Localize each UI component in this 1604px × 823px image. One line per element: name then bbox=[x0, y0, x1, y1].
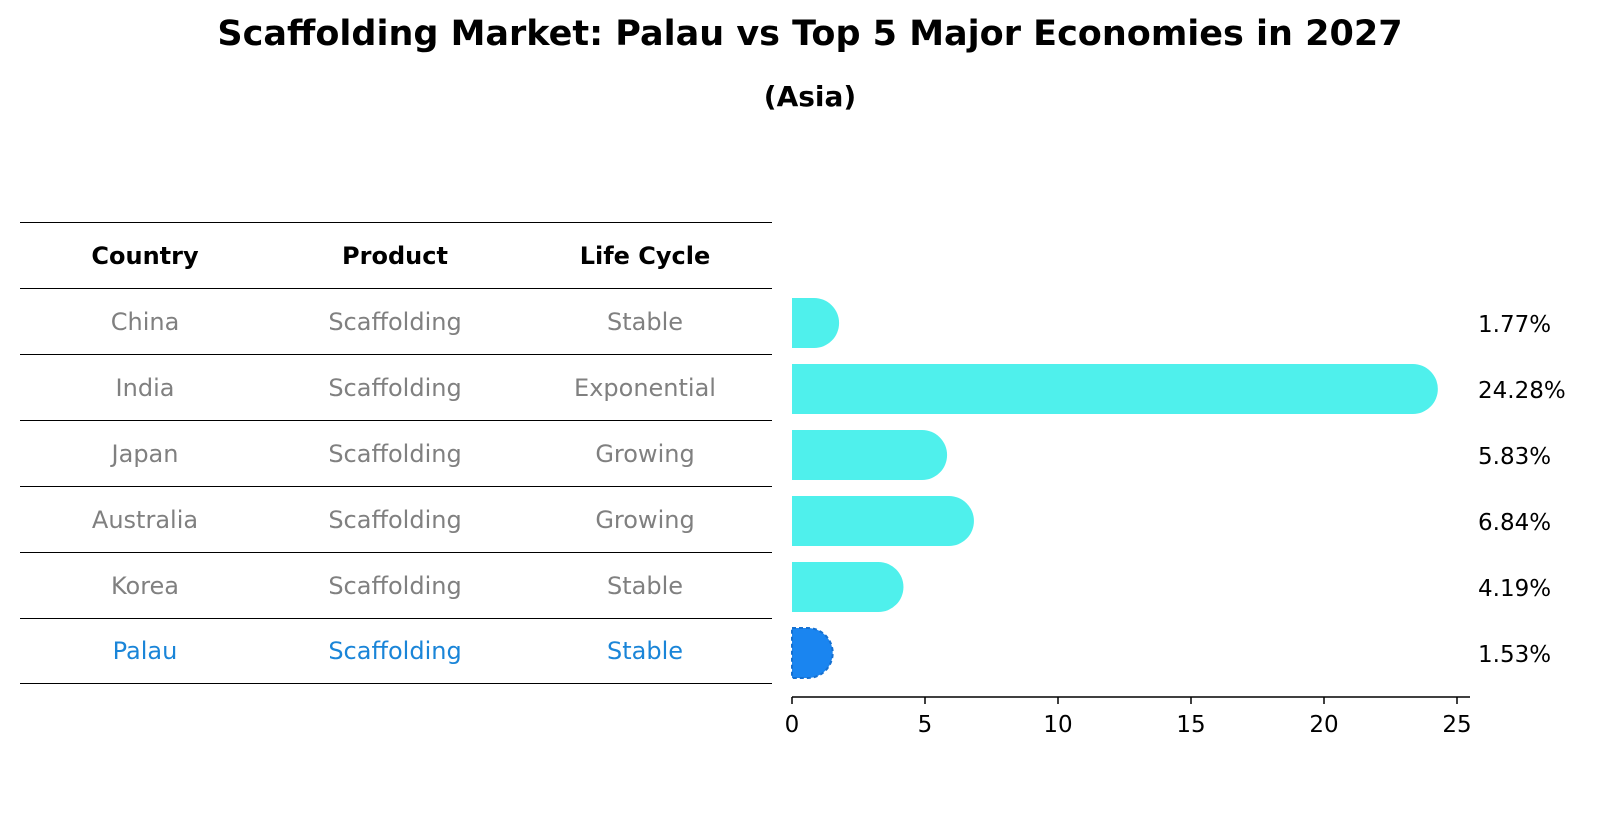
country-cell: Palau bbox=[112, 637, 178, 665]
column-header-life-cycle: Life Cycle bbox=[579, 241, 711, 270]
country-cell: Korea bbox=[110, 571, 180, 600]
chart-title: Scaffolding Market: Palau vs Top 5 Major… bbox=[217, 14, 1403, 54]
product-cell: Scaffolding bbox=[328, 439, 462, 468]
bar-palau bbox=[792, 628, 833, 678]
country-table: Country Product Life Cycle China Scaffol… bbox=[20, 222, 772, 684]
value-label-korea: 4.19% bbox=[1478, 576, 1551, 602]
table-row: India Scaffolding Exponential bbox=[20, 354, 772, 420]
country-cell: Australia bbox=[91, 505, 199, 534]
value-label-palau: 1.53% bbox=[1478, 642, 1551, 668]
life-cycle-cell: Growing bbox=[595, 505, 695, 534]
table-row: Australia Scaffolding Growing bbox=[20, 486, 772, 552]
x-tick-label-5: 5 bbox=[918, 712, 933, 738]
country-cell: China bbox=[110, 307, 180, 336]
product-cell: Scaffolding bbox=[328, 373, 462, 402]
value-label-japan: 5.83% bbox=[1478, 444, 1551, 470]
x-tick-label-20: 20 bbox=[1309, 712, 1338, 738]
column-header-country: Country bbox=[91, 241, 199, 270]
product-cell: Scaffolding bbox=[328, 637, 462, 665]
value-label-australia: 6.84% bbox=[1478, 510, 1551, 536]
table-row: Korea Scaffolding Stable bbox=[20, 552, 772, 618]
life-cycle-cell: Exponential bbox=[574, 373, 716, 402]
x-tick-label-15: 15 bbox=[1176, 712, 1205, 738]
x-tick-label-25: 25 bbox=[1442, 712, 1471, 738]
life-cycle-cell: Stable bbox=[606, 571, 684, 600]
product-cell: Scaffolding bbox=[328, 307, 462, 336]
table-row: Japan Scaffolding Growing bbox=[20, 420, 772, 486]
bar-china bbox=[792, 298, 840, 348]
chart-subtitle: (Asia) bbox=[763, 80, 857, 113]
value-label-china: 1.77% bbox=[1478, 312, 1551, 338]
country-cell: Japan bbox=[111, 439, 179, 468]
product-cell: Scaffolding bbox=[328, 505, 462, 534]
value-label-india: 24.28% bbox=[1478, 378, 1566, 404]
life-cycle-cell: Stable bbox=[606, 307, 684, 336]
column-header-product: Product bbox=[342, 241, 448, 270]
bar-japan bbox=[792, 430, 948, 480]
bar-korea bbox=[792, 562, 904, 612]
life-cycle-cell: Stable bbox=[606, 637, 684, 665]
table-row-highlight: Palau Scaffolding Stable bbox=[20, 618, 772, 684]
bar-india bbox=[792, 364, 1438, 414]
table-header-row: Country Product Life Cycle bbox=[20, 222, 772, 288]
life-cycle-cell: Growing bbox=[595, 439, 695, 468]
bar-highlight-outline bbox=[791, 627, 834, 679]
product-cell: Scaffolding bbox=[328, 571, 462, 600]
table-row: China Scaffolding Stable bbox=[20, 288, 772, 354]
x-tick-label-0: 0 bbox=[785, 712, 800, 738]
bar-australia bbox=[792, 496, 974, 546]
country-cell: India bbox=[115, 373, 175, 402]
x-tick-label-10: 10 bbox=[1043, 712, 1072, 738]
